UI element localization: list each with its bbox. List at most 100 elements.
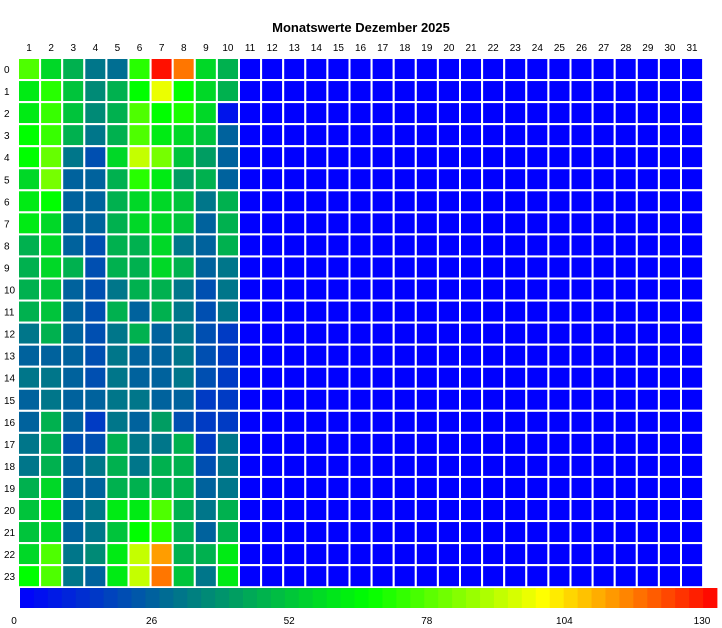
heatmap-cell [414,387,439,412]
heatmap-cell [39,365,64,390]
heatmap-cell [481,57,506,82]
x-tick-label: 15 [333,43,345,54]
heatmap-cell [193,542,218,567]
heatmap-cell [304,498,329,523]
heatmap-cell [61,189,86,214]
y-tick-label: 15 [4,396,16,407]
heatmap-cell [613,189,638,214]
heatmap-cell [481,123,506,148]
heatmap-cell [525,211,550,236]
heatmap-cell [680,255,705,280]
heatmap-cell [215,520,240,545]
colorbar-tick-label: 0 [11,616,17,627]
heatmap-cell [680,167,705,192]
heatmap-cell [17,409,42,434]
colorbar-segment [521,588,537,608]
heatmap-cell [370,79,395,104]
heatmap-cell [61,498,86,523]
heatmap-cell [392,145,417,170]
heatmap-cell [304,233,329,258]
heatmap-cell [260,145,285,170]
heatmap-cell [569,145,594,170]
heatmap-cell [193,453,218,478]
heatmap-cell [569,167,594,192]
heatmap-cell [39,520,64,545]
heatmap-cell [61,520,86,545]
heatmap-cell [238,255,263,280]
heatmap-cell [17,79,42,104]
heatmap-cell [215,365,240,390]
heatmap-cell [304,79,329,104]
heatmap-cell [260,542,285,567]
heatmap-cell [39,542,64,567]
heatmap-cell [459,145,484,170]
heatmap-cell [680,453,705,478]
heatmap-cell [17,299,42,324]
heatmap-cell [635,79,660,104]
heatmap-cell [569,79,594,104]
heatmap-cell [569,123,594,148]
heatmap-cell [635,498,660,523]
heatmap-cell [481,211,506,236]
heatmap-cell [105,542,130,567]
heatmap-cell [127,365,152,390]
heatmap-cell [193,564,218,589]
heatmap-cell [436,145,461,170]
heatmap-cell [61,211,86,236]
heatmap-cell [149,277,174,302]
heatmap-cell [238,431,263,456]
heatmap-cell [459,189,484,214]
heatmap-cell [569,189,594,214]
heatmap-cell [591,453,616,478]
colorbar-tick-label: 26 [146,616,158,627]
colorbar-segment [229,588,244,608]
heatmap-cell [459,409,484,434]
heatmap-cell [436,57,461,82]
heatmap-cell [171,211,196,236]
heatmap-cell [436,255,461,280]
heatmap-cell [392,365,417,390]
heatmap-cell [326,145,351,170]
heatmap-cell [392,431,417,456]
heatmap-cell [481,475,506,501]
heatmap-cell [39,145,64,170]
heatmap-cell [171,475,196,501]
colorbar-segment [382,588,397,608]
colorbar-tick-label: 130 [694,616,711,627]
heatmap-cell [547,365,572,390]
y-tick-label: 13 [4,352,16,363]
heatmap-cell [127,277,152,302]
colorbar-tick-label: 78 [421,616,433,627]
colorbar-segment [215,588,230,608]
heatmap-cell [171,167,196,192]
colorbar-segment [47,588,63,608]
heatmap-cell [127,123,152,148]
heatmap-cell [304,520,329,545]
heatmap-cell [436,409,461,434]
heatmap-cell [215,277,240,302]
heatmap-cell [193,387,218,412]
heatmap-cell [680,123,705,148]
heatmap-cell [591,542,616,567]
heatmap-cell [215,57,240,82]
heatmap-cell [591,189,616,214]
heatmap-cell [39,564,64,589]
heatmap-cell [436,520,461,545]
heatmap-cell [83,167,108,192]
colorbar-segment [633,588,648,608]
heatmap-cell [171,365,196,390]
heatmap-cell [304,167,329,192]
heatmap-cell [17,453,42,478]
heatmap-cell [304,123,329,148]
heatmap-cell [149,387,174,412]
heatmap-cell [547,387,572,412]
heatmap-cell [260,277,285,302]
heatmap-cell [238,211,263,236]
heatmap-cell [525,343,550,368]
heatmap-cell [127,542,152,567]
heatmap-cell [282,409,307,434]
heatmap-cell [238,453,263,478]
heatmap-cell [680,431,705,456]
heatmap-cell [414,431,439,456]
heatmap-cell [127,167,152,192]
